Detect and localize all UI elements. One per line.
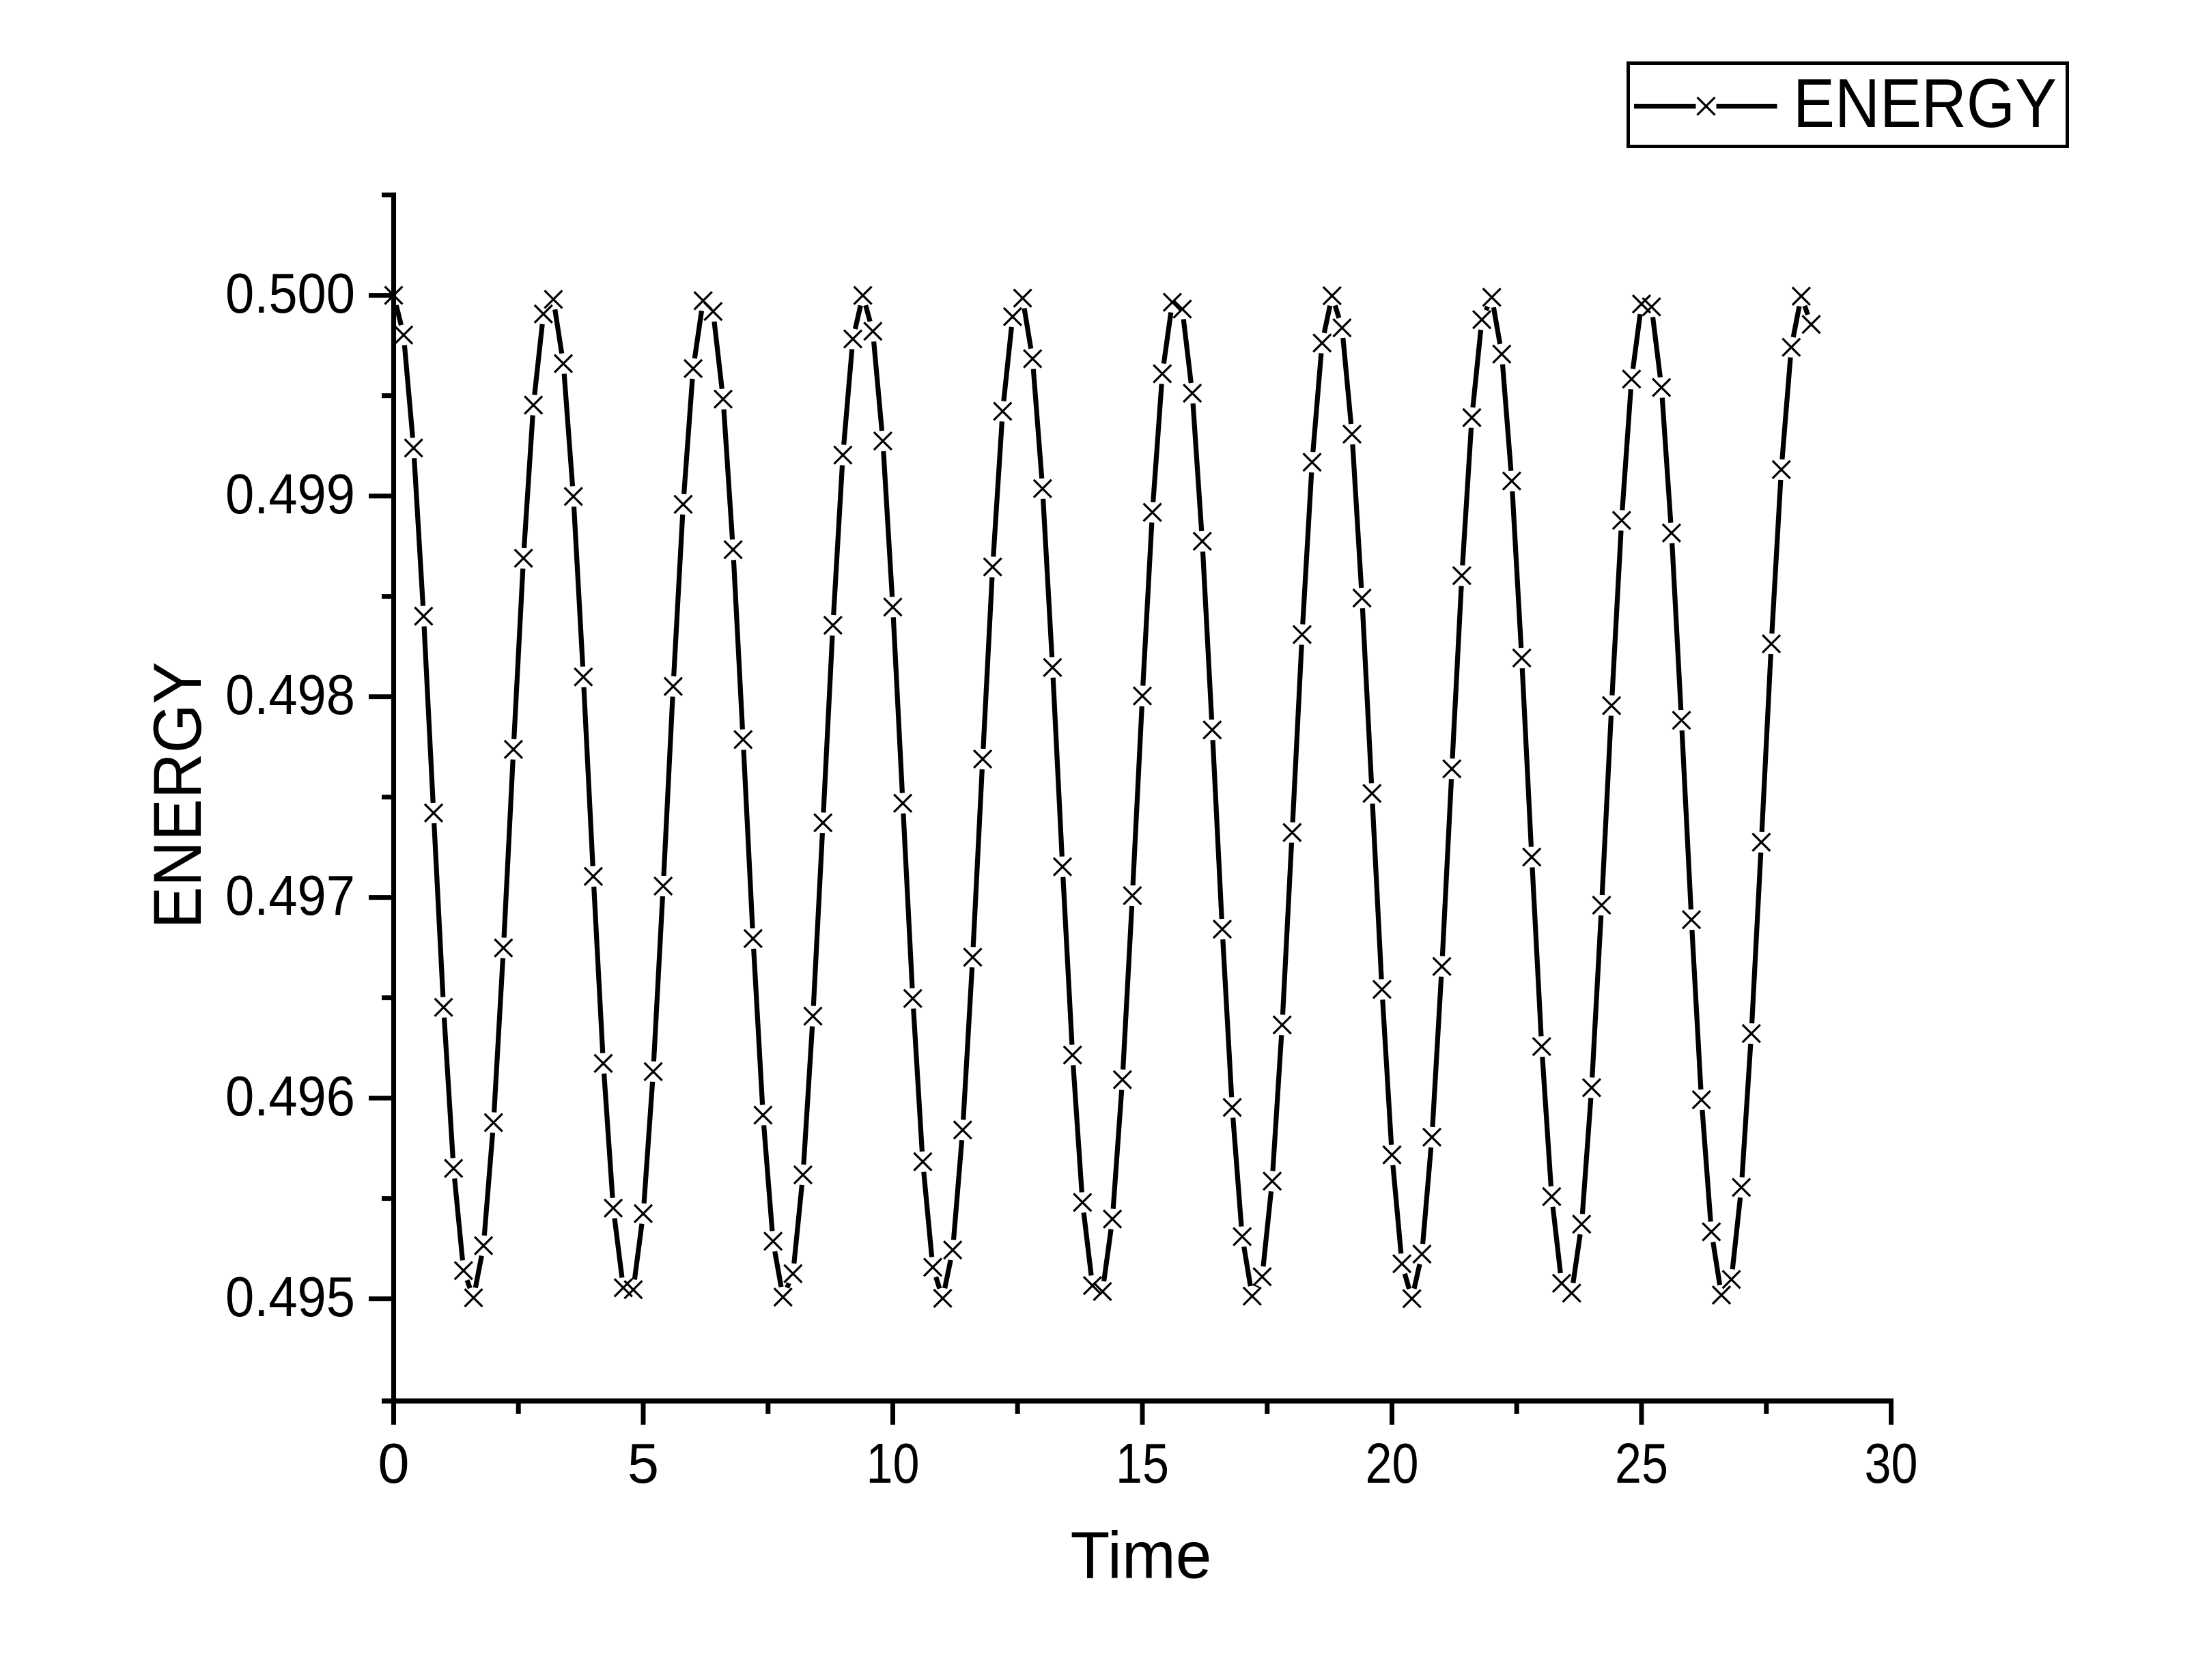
svg-text:0.500: 0.500 xyxy=(225,261,355,325)
svg-text:5: 5 xyxy=(628,1432,659,1495)
svg-text:0: 0 xyxy=(378,1432,409,1495)
svg-text:0.498: 0.498 xyxy=(225,663,355,726)
svg-text:15: 15 xyxy=(1116,1432,1169,1495)
svg-text:20: 20 xyxy=(1366,1432,1419,1495)
svg-text:Time: Time xyxy=(1071,1518,1212,1593)
svg-text:25: 25 xyxy=(1615,1432,1668,1495)
svg-text:0.495: 0.495 xyxy=(225,1265,355,1328)
svg-text:30: 30 xyxy=(1865,1432,1918,1495)
svg-text:0.499: 0.499 xyxy=(225,462,355,526)
svg-text:ENERGY: ENERGY xyxy=(139,662,215,929)
svg-text:0.497: 0.497 xyxy=(225,864,355,927)
svg-text:0.496: 0.496 xyxy=(225,1064,355,1128)
svg-text:ENERGY: ENERGY xyxy=(1793,66,2057,142)
svg-text:10: 10 xyxy=(867,1432,920,1495)
